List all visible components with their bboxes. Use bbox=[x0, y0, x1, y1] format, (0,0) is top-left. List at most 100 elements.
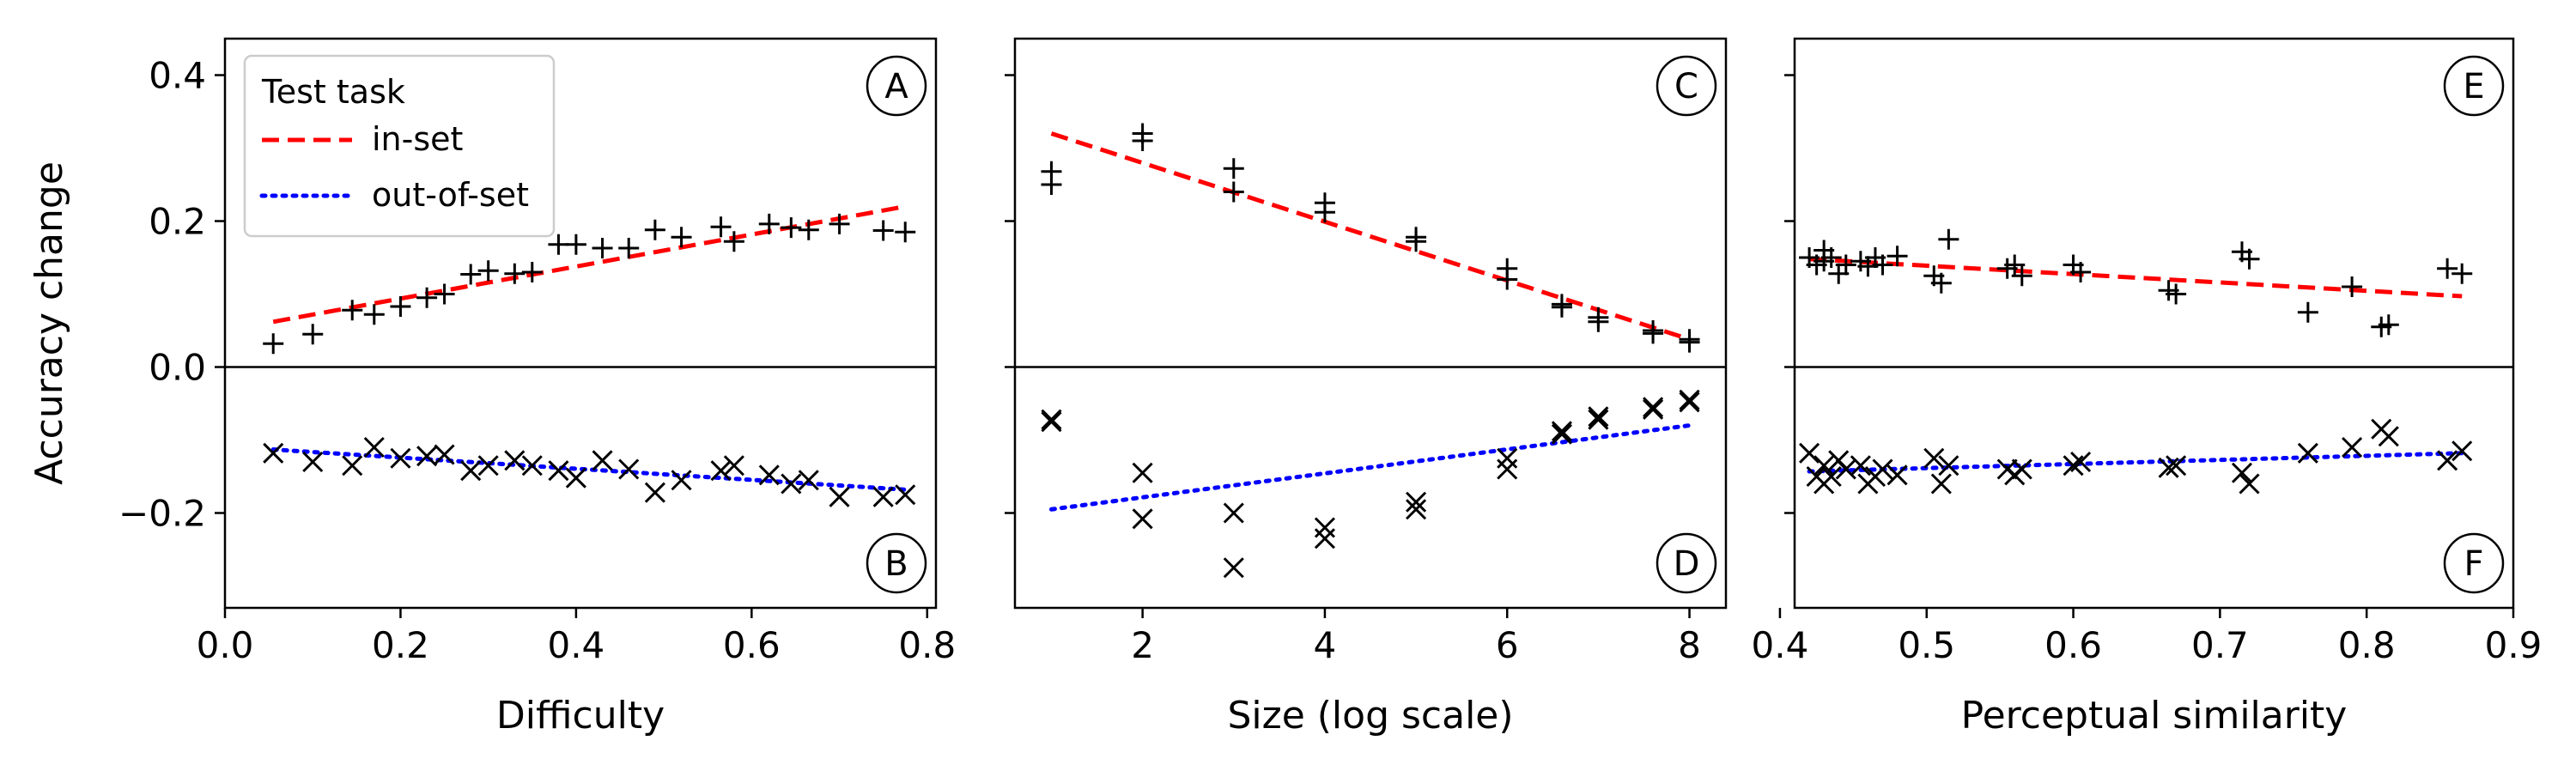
out-of-set-point bbox=[565, 467, 586, 489]
panel-letter-circle bbox=[1656, 55, 1717, 117]
panel-frame bbox=[1013, 37, 1728, 610]
panel-frame bbox=[1793, 37, 2515, 610]
in-set-point bbox=[2011, 265, 2032, 287]
in-set-point bbox=[1041, 161, 1062, 182]
out-of-set-point bbox=[1799, 442, 1820, 464]
in-set-point bbox=[710, 216, 732, 238]
in-set-point bbox=[1551, 294, 1572, 315]
in-set-point bbox=[1223, 158, 1244, 179]
out-of-set-point bbox=[1588, 409, 1609, 430]
in-set-point bbox=[618, 237, 640, 258]
out-of-set-point bbox=[781, 473, 802, 495]
out-of-set-point bbox=[1643, 398, 1664, 420]
in-set-point bbox=[592, 237, 613, 258]
in-set-point bbox=[1132, 123, 1153, 144]
panel-2: 2 4 6 8 Size (log scale) C D bbox=[1005, 37, 1728, 738]
out-of-set-point bbox=[342, 455, 363, 477]
in-set-point bbox=[895, 222, 916, 243]
panel-letter: E bbox=[2463, 67, 2484, 106]
legend-entry-label: in-set bbox=[372, 120, 463, 158]
x-tick-label: 4 bbox=[1314, 624, 1337, 666]
in-set-point bbox=[2297, 301, 2318, 323]
out-of-set-point bbox=[1850, 455, 1871, 477]
in-set-trend-line bbox=[1050, 131, 1691, 342]
in-set-point bbox=[2166, 283, 2187, 305]
x-tick-label: 0.6 bbox=[723, 624, 781, 666]
out-of-set-point bbox=[1872, 458, 1893, 480]
in-set-point bbox=[798, 219, 819, 240]
in-set-point bbox=[263, 333, 284, 355]
out-of-set-point bbox=[1406, 491, 1427, 513]
x-tick-label: 0.4 bbox=[1752, 624, 1809, 666]
panel-3: 0.4 0.5 0.6 0.7 0.8 0.9 Perceptual similarity E… bbox=[1752, 37, 2543, 738]
out-of-set-trend-line bbox=[1807, 451, 2464, 474]
x-axis-title: Difficulty bbox=[496, 694, 665, 738]
out-of-set-point bbox=[710, 460, 732, 482]
x-tick-label: 0.0 bbox=[197, 624, 254, 666]
out-of-set-point bbox=[758, 464, 780, 486]
in-set-point bbox=[521, 262, 543, 282]
out-of-set-point bbox=[1551, 421, 1572, 442]
y-tick-label: −0.2 bbox=[118, 493, 206, 535]
panel-letter-circle bbox=[2443, 55, 2505, 117]
out-of-set-point bbox=[521, 455, 543, 477]
in-set-point bbox=[363, 304, 385, 325]
out-of-set-point bbox=[1820, 465, 1842, 488]
out-of-set-point bbox=[1497, 447, 1518, 469]
out-of-set-point bbox=[895, 484, 916, 506]
panel-letter-circle bbox=[2443, 532, 2505, 594]
out-of-set-point bbox=[723, 455, 744, 477]
out-of-set-point bbox=[302, 451, 324, 473]
out-of-set-point bbox=[1886, 464, 1908, 486]
panel-letter: C bbox=[1674, 67, 1698, 106]
x-tick-label: 0.9 bbox=[2485, 624, 2543, 666]
panel-letter-circle bbox=[866, 55, 927, 117]
out-of-set-point bbox=[1497, 458, 1518, 480]
in-set-point bbox=[1872, 254, 1893, 276]
legend-frame bbox=[243, 54, 556, 238]
out-of-set-point bbox=[390, 447, 411, 469]
in-set-point bbox=[1643, 320, 1664, 341]
y-tick-label: 0.2 bbox=[149, 201, 206, 243]
legend-title: Test task bbox=[261, 73, 405, 111]
out-of-set-point bbox=[644, 482, 665, 503]
in-set-point bbox=[2070, 262, 2092, 282]
in-set-point bbox=[644, 219, 665, 240]
in-set-point bbox=[872, 220, 894, 241]
y-axis-title: Accuracy change bbox=[27, 161, 71, 485]
in-set-point bbox=[2378, 314, 2399, 336]
in-set-point bbox=[434, 283, 455, 305]
panel-1: 0.0 0.2 0.4 0.6 0.8 Difficulty −0.2 0.0 0.2 0.4 A B bbox=[118, 37, 956, 738]
in-set-point bbox=[1406, 227, 1427, 248]
out-of-set-point bbox=[1041, 411, 1062, 433]
out-of-set-point bbox=[1930, 473, 1952, 495]
out-of-set-point bbox=[2158, 457, 2179, 478]
out-of-set-point bbox=[1938, 455, 1959, 477]
in-set-point bbox=[416, 287, 438, 308]
out-of-set-trend-line bbox=[270, 447, 908, 492]
out-of-set-point bbox=[1132, 462, 1153, 483]
panel-letter: D bbox=[1674, 544, 1700, 584]
out-of-set-point bbox=[618, 458, 640, 480]
x-tick-label: 0.8 bbox=[898, 624, 956, 666]
in-set-point bbox=[342, 300, 363, 321]
out-of-set-point bbox=[504, 450, 526, 471]
out-of-set-point bbox=[2239, 473, 2260, 495]
out-of-set-point bbox=[671, 470, 692, 491]
out-of-set-point bbox=[363, 436, 385, 458]
out-of-set-point bbox=[872, 486, 894, 507]
panel-letter: A bbox=[884, 67, 908, 106]
x-tick-label: 0.6 bbox=[2044, 624, 2102, 666]
out-of-set-point bbox=[2378, 426, 2399, 447]
in-set-point bbox=[548, 234, 569, 255]
out-of-set-point bbox=[2011, 458, 2032, 480]
out-of-set-point bbox=[460, 460, 482, 482]
in-set-trend-line bbox=[272, 204, 906, 325]
x-tick-label: 0.2 bbox=[372, 624, 429, 666]
in-set-point bbox=[2239, 248, 2260, 270]
in-set-point bbox=[504, 263, 526, 284]
panel-letter: B bbox=[884, 544, 908, 584]
out-of-set-point bbox=[1041, 409, 1062, 430]
